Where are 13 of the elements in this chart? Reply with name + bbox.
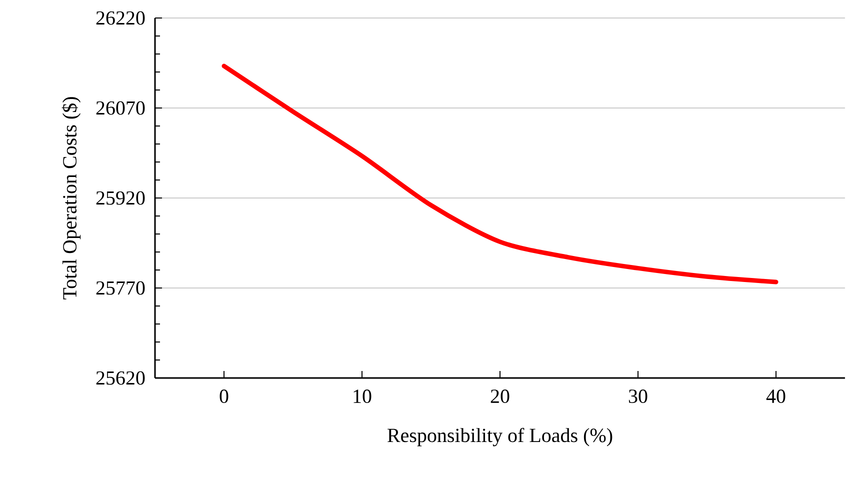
x-tick-label: 30 xyxy=(628,390,648,404)
x-tick-label: 20 xyxy=(490,390,510,404)
y-tick-label: 25770 xyxy=(96,281,145,295)
y-tick-label: 26070 xyxy=(96,101,145,115)
line-series xyxy=(222,64,778,284)
y-axis-title: Total Operation Costs ($) xyxy=(62,97,81,300)
x-tick-label: 40 xyxy=(766,390,786,404)
y-tick-label: 26220 xyxy=(96,11,145,25)
x-tick-label: 10 xyxy=(354,390,372,404)
y-tick-label: 25620 xyxy=(96,371,145,385)
x-axis-title: Responsibility of Loads (%) xyxy=(388,428,612,446)
y-tick-label: 25920 xyxy=(96,191,145,205)
x-tick-label: 0 xyxy=(220,390,228,404)
